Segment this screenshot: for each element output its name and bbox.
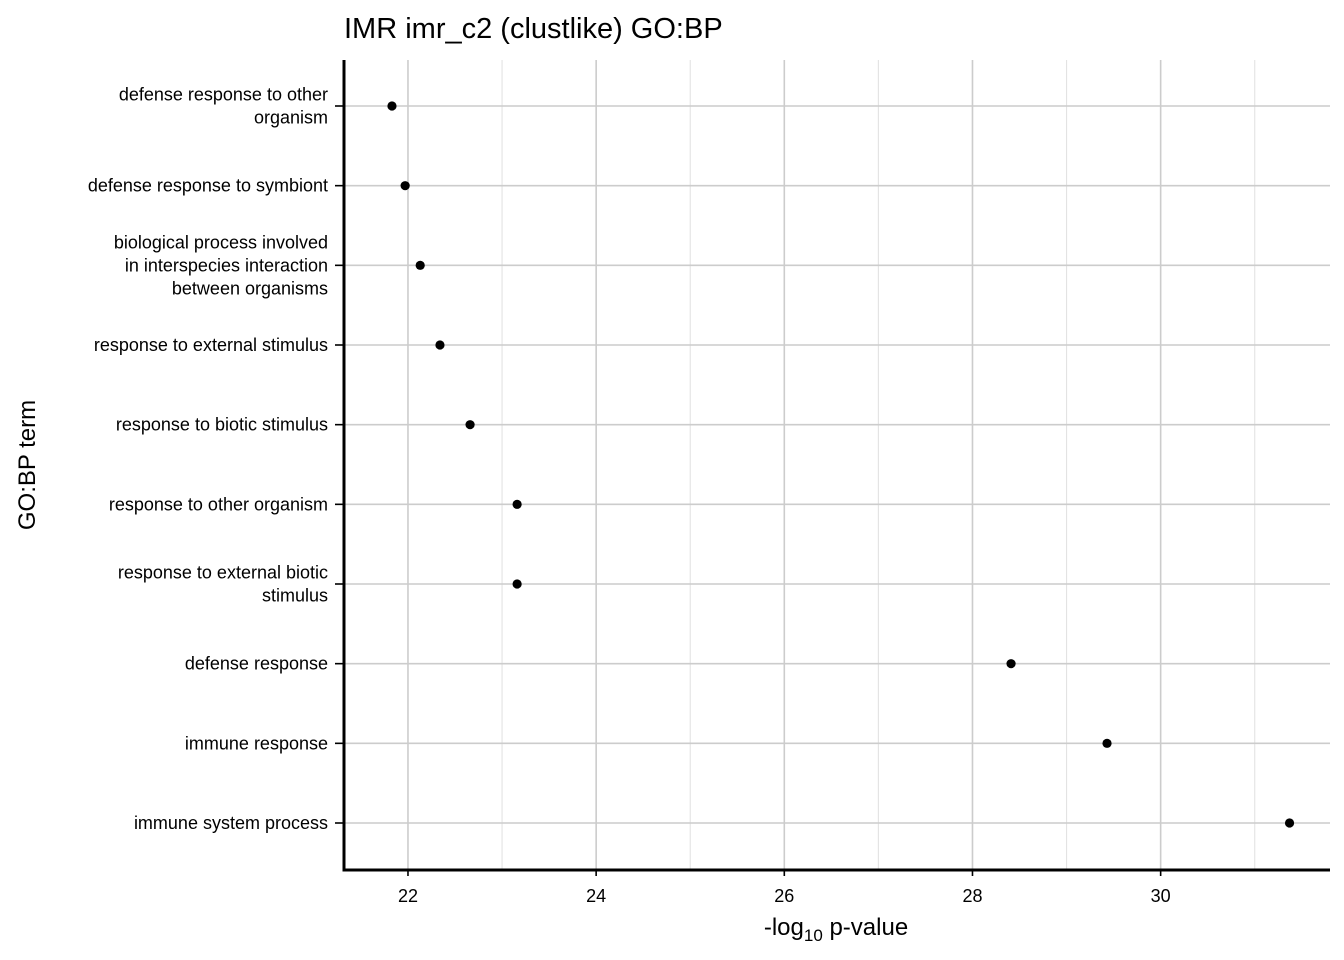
- x-tick-label: 28: [962, 886, 982, 906]
- y-tick-label: response to other organism: [109, 494, 328, 514]
- y-tick-label: immune system process: [134, 813, 328, 833]
- x-axis-title: -log10 p-value: [764, 914, 908, 945]
- data-point: [512, 579, 522, 589]
- x-axis-ticks: 22 24 26 28 30: [398, 870, 1171, 906]
- data-point: [1102, 738, 1112, 748]
- y-tick-label: response to external stimulus: [94, 335, 328, 355]
- chart-title: IMR imr_c2 (clustlike) GO:BP: [344, 13, 723, 45]
- data-point: [415, 260, 425, 270]
- x-tick-label: 22: [398, 886, 418, 906]
- data-point: [1006, 659, 1016, 669]
- grid-lines: [344, 60, 1330, 870]
- data-point: [435, 340, 445, 350]
- y-tick-label: defense response to symbiont: [88, 176, 328, 196]
- y-tick-label: immune response: [185, 733, 328, 753]
- y-tick-label: response to biotic stimulus: [116, 415, 328, 435]
- data-point: [512, 499, 522, 509]
- data-point: [400, 181, 410, 191]
- y-tick-label: defense response to other organism: [119, 85, 328, 128]
- data-point: [387, 101, 397, 111]
- axes: [342, 60, 1330, 872]
- data-point: [465, 420, 475, 430]
- y-tick-label: biological process involved in interspeci…: [114, 232, 328, 298]
- x-tick-label: 26: [774, 886, 794, 906]
- x-tick-label: 24: [586, 886, 606, 906]
- x-tick-label: 30: [1151, 886, 1171, 906]
- y-tick-label: defense response: [185, 654, 328, 674]
- data-point: [1284, 818, 1295, 828]
- y-axis-ticks: defense response to other organism defense…: [88, 85, 344, 833]
- y-axis-title: GO:BP term: [14, 400, 41, 530]
- y-tick-label: response to external biotic stimulus: [118, 563, 328, 606]
- data-points: [387, 101, 1295, 828]
